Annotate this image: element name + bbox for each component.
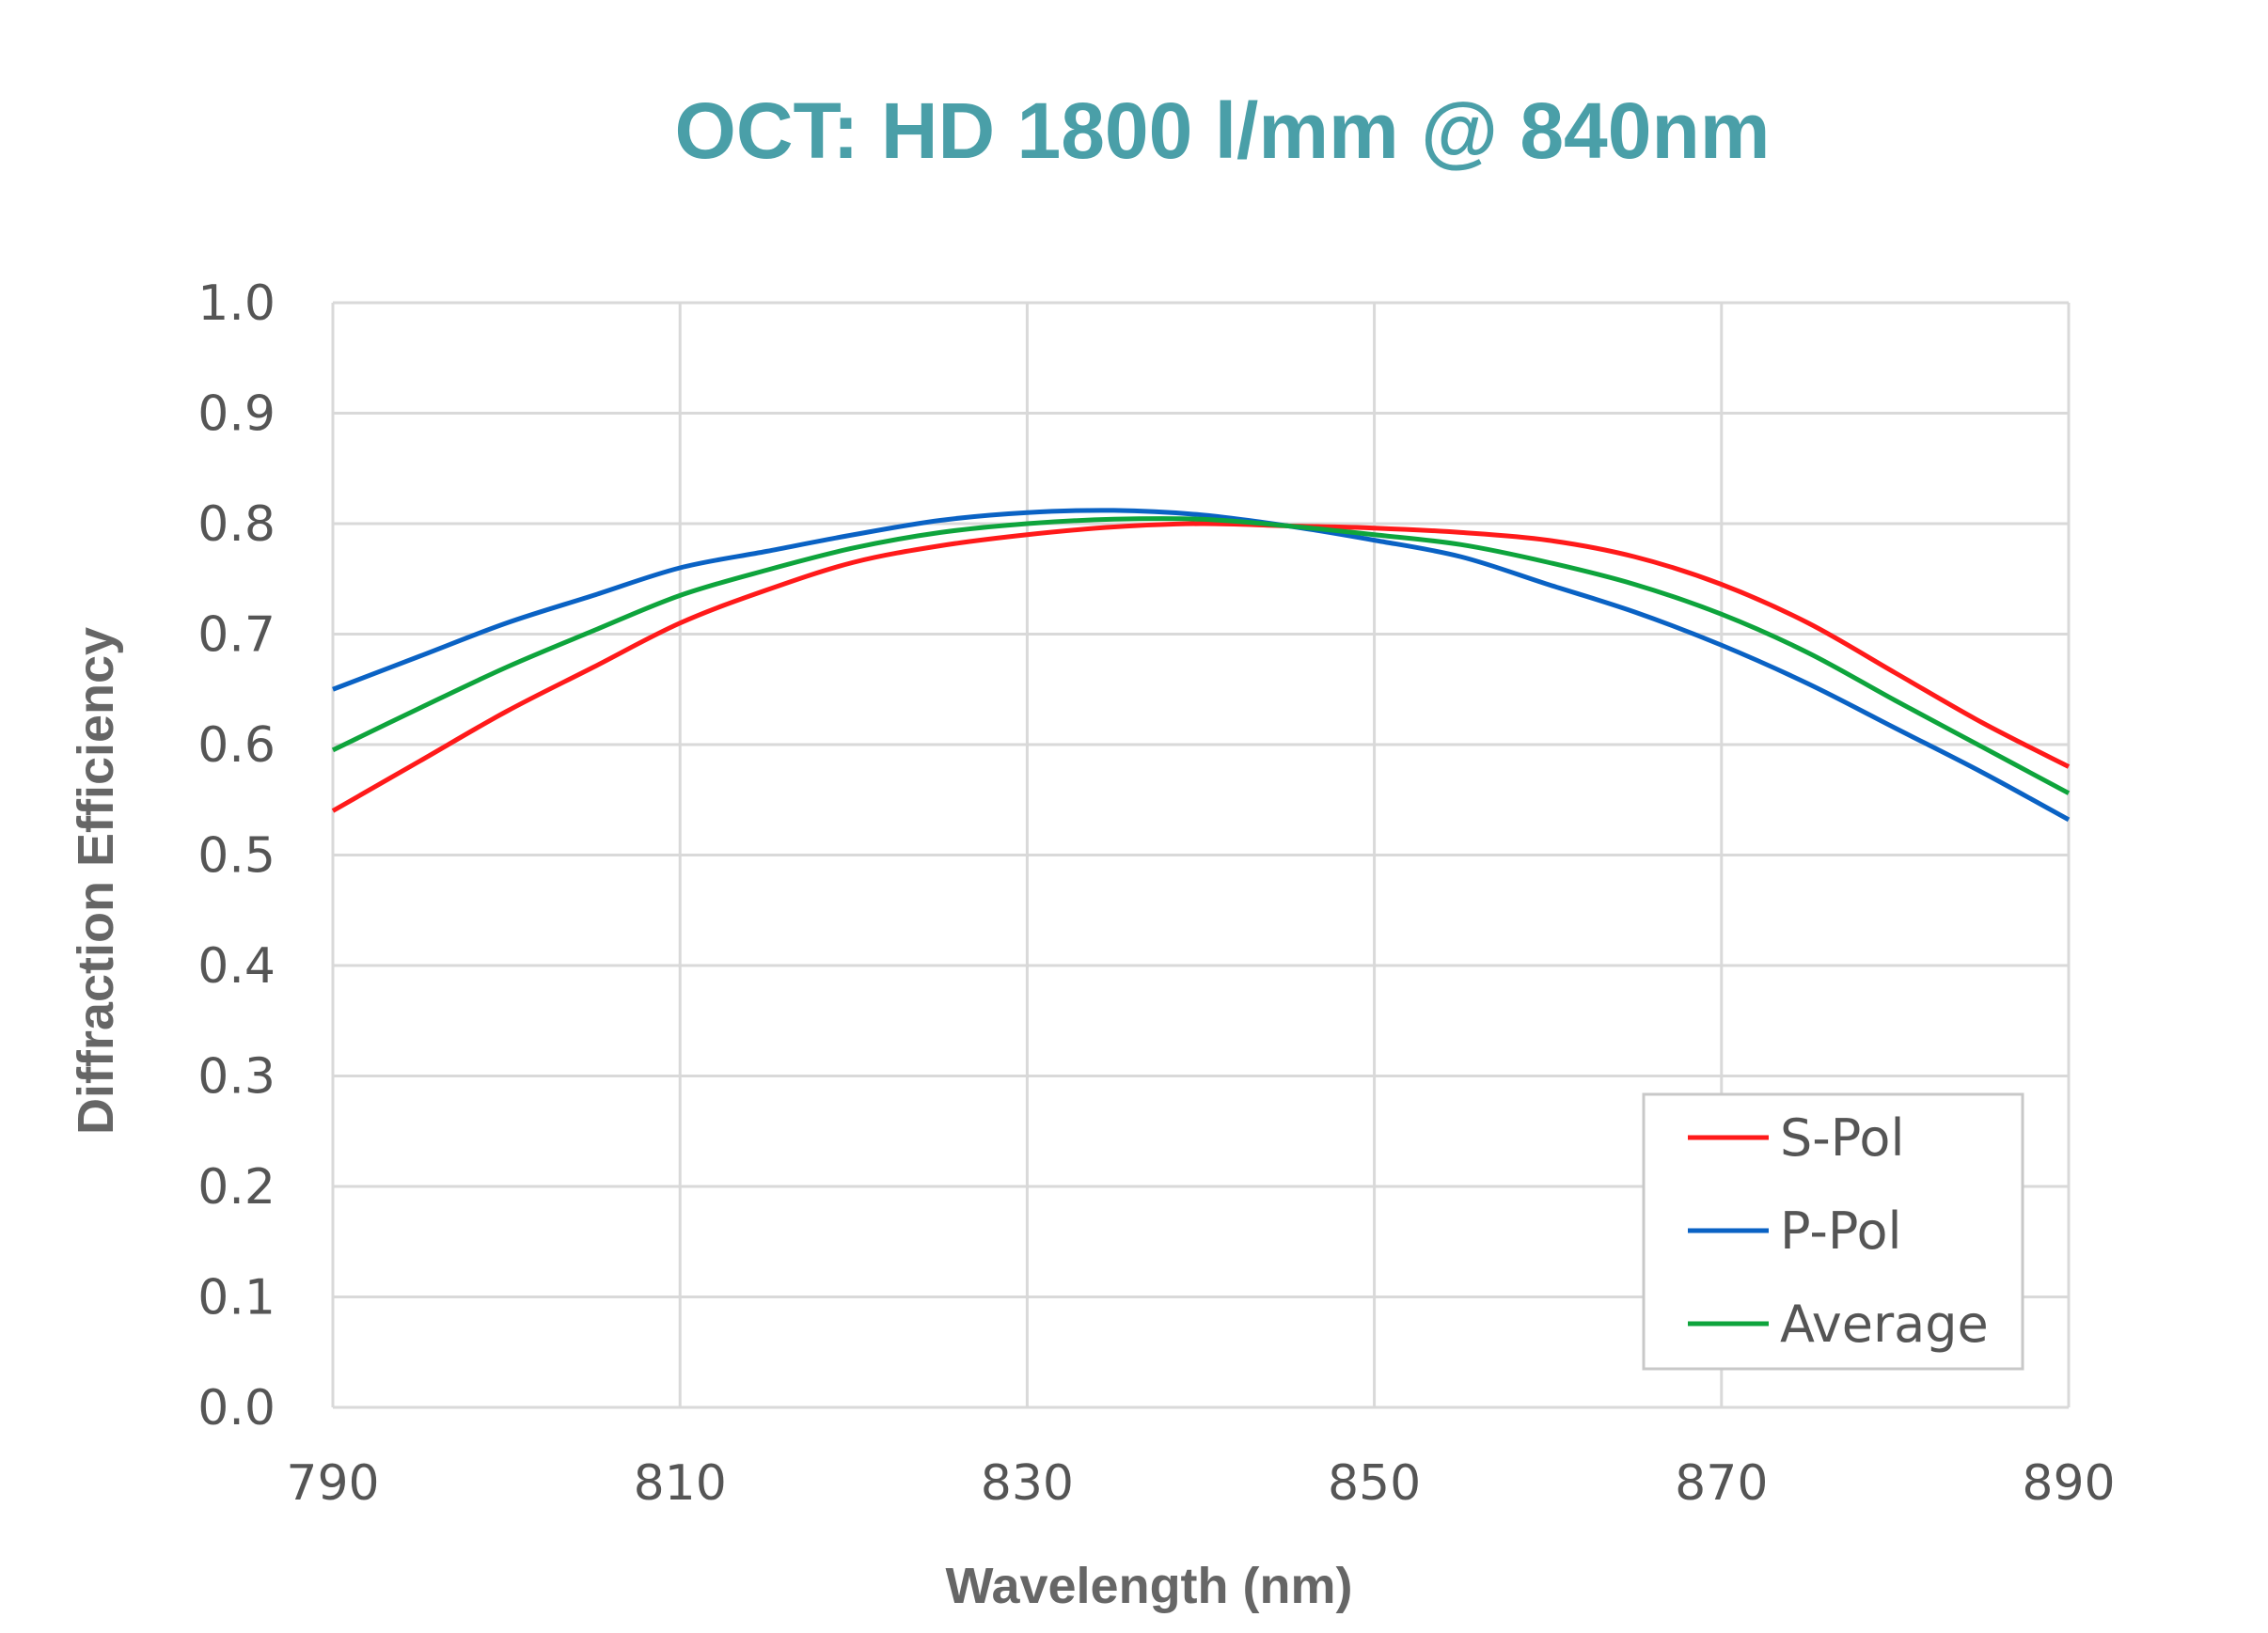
series-line-average [331,516,2071,795]
y-axis-label: Diffraction Efficiency [68,627,124,1135]
y-tick-label: 0.0 [197,1380,276,1437]
y-tick-label: 0.9 [197,386,276,443]
legend-label: P-Pol [1780,1201,1902,1261]
y-tick-label: 0.7 [197,607,276,664]
y-tick-label: 0.4 [197,938,276,995]
series-line-s-pol [331,521,2071,813]
y-tick-label: 0.5 [197,828,276,885]
series-line-p-pol [332,508,2071,823]
y-tick-label: 0.1 [197,1270,276,1327]
series-lines [331,508,2071,823]
y-tick-labels: 0.0 0.1 0.2 0.3 0.4 0.5 0.6 0.7 0.8 0.9 1.0 [197,275,276,1437]
x-tick-label: 890 [2022,1455,2115,1512]
grid [331,301,2071,1409]
x-tick-label: 830 [981,1455,1074,1512]
legend: S-Pol P-Pol Average [1642,1092,2024,1371]
x-axis-label: Wavelength (nm) [945,1558,1352,1614]
legend-label: S-Pol [1780,1108,1904,1168]
x-tick-labels: 790 810 830 850 870 890 [286,1455,2115,1512]
x-tick-label: 850 [1328,1455,1421,1512]
x-tick-label: 870 [1675,1455,1768,1512]
y-tick-label: 0.6 [197,717,276,774]
y-tick-label: 0.3 [197,1049,276,1106]
y-tick-label: 1.0 [197,275,276,332]
x-tick-label: 790 [286,1455,379,1512]
x-tick-label: 810 [634,1455,727,1512]
legend-label: Average [1780,1295,1989,1354]
y-tick-label: 0.2 [197,1159,276,1216]
y-tick-label: 0.8 [197,496,276,553]
chart-title: OCT: HD 1800 l/mm @ 840nm [675,86,1771,175]
